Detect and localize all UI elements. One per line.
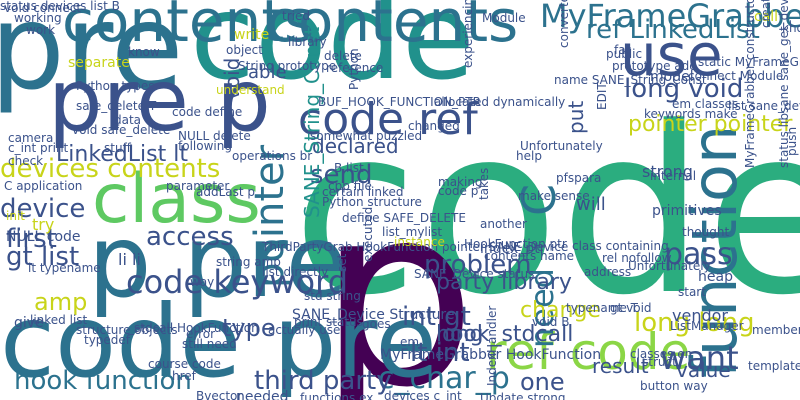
cloud-word: static MyFrameGrabber [698, 56, 800, 68]
cloud-word: understand [216, 84, 285, 96]
cloud-word: em [400, 336, 419, 348]
cloud-word: separate [68, 56, 130, 70]
cloud-word: check [8, 155, 43, 167]
cloud-word: devices c_int [384, 390, 462, 400]
cloud-word: library [288, 36, 327, 48]
cloud-word: object [226, 44, 263, 56]
cloud-word: somewhat puzzled [310, 130, 422, 142]
cloud-word: internal [650, 170, 696, 182]
cloud-word: SANE_Device status [414, 268, 534, 280]
cloud-word: needed [236, 390, 289, 400]
cloud-word: code define [172, 106, 242, 118]
cloud-word: C application [4, 180, 82, 192]
cloud-word: stuff [104, 142, 131, 154]
cloud-word: heap [698, 270, 733, 284]
cloud-word: rel nofollow [602, 252, 672, 264]
cloud-word: hook function [14, 368, 192, 394]
cloud-word: experiencing [462, 0, 474, 68]
cloud-word: help [516, 150, 542, 162]
cloud-word: work [26, 24, 55, 36]
cloud-word: ListManager [670, 320, 744, 332]
cloud-word: value [676, 360, 731, 380]
cloud-word: data [114, 114, 141, 126]
cloud-word: takes [478, 168, 490, 200]
cloud-word: write [234, 28, 269, 42]
cloud-word: Python types [76, 80, 154, 92]
cloud-word: button way [640, 380, 708, 392]
cloud-word: still need [182, 338, 237, 350]
cloud-word: create [760, 0, 772, 28]
cloud-word: primitives [652, 204, 722, 218]
cloud-word: struct [642, 356, 677, 368]
cloud-word: make sense [518, 190, 590, 202]
cloud-word: B list [334, 162, 364, 174]
cloud-word: typename T [566, 302, 638, 314]
cloud-word: li li [118, 252, 141, 268]
cloud-word: know [128, 46, 160, 58]
cloud-word: SANE_String_Const [302, 27, 322, 218]
cloud-word: working [14, 12, 62, 24]
cloud-word: address [584, 266, 631, 278]
cloud-word: list_mylist [382, 226, 442, 238]
cloud-word: changed [408, 120, 460, 132]
cloud-word: string amp [216, 256, 281, 268]
cloud-word: keywords make [644, 108, 738, 120]
cloud-word: set [336, 254, 348, 272]
cloud-word: operations br [232, 150, 312, 162]
cloud-word: MyFrameGrabber constructor [744, 0, 756, 168]
cloud-word: addLast p [196, 186, 255, 198]
cloud-word: start [678, 286, 706, 298]
cloud-word: list sane_devices [728, 100, 800, 112]
cloud-word: linked list [30, 314, 87, 326]
cloud-word: far [614, 44, 631, 56]
cloud-word: init [6, 210, 25, 222]
cloud-word: put [566, 101, 586, 134]
cloud-word: executed [362, 207, 374, 262]
cloud-word: prototype add [612, 60, 697, 72]
cloud-word: HookFunction ptr [464, 238, 567, 250]
cloud-word: camera [8, 132, 53, 144]
cloud-word: IndexHandler [486, 306, 498, 386]
cloud-word: access [146, 224, 234, 250]
cloud-word: converted [558, 0, 570, 48]
cloud-word: Module [482, 12, 526, 24]
cloud-word: Update strong [480, 392, 565, 400]
cloud-word: way [190, 276, 214, 288]
cloud-word: template T [748, 360, 800, 372]
cloud-word: thought [682, 226, 729, 238]
cloud-word: href [172, 370, 196, 382]
cloud-word: void B [532, 316, 569, 328]
cloud-word: another [480, 218, 527, 230]
cloud-word: Bvector [196, 390, 242, 400]
cloud-word: status devices list B [0, 0, 120, 12]
cloud-word: cpp file [328, 180, 372, 192]
cloud-word: Python [348, 48, 360, 90]
cloud-word: tried [282, 10, 310, 22]
cloud-word: allocated dynamically [434, 96, 565, 108]
cloud-word: following [178, 140, 232, 152]
cloud-word: push [786, 127, 798, 156]
cloud-word: knowledge [782, 22, 800, 34]
cloud-word: lt typename [28, 262, 101, 274]
cloud-word: member [752, 324, 800, 336]
cloud-word: safe_delete T [76, 100, 156, 112]
cloud-word: actually use [268, 324, 340, 336]
cloud-word: pfspara [556, 172, 601, 184]
cloud-word: try [32, 217, 54, 233]
cloud-word: name SANE_String_Const [554, 74, 707, 86]
cloud-word: String prototype [238, 60, 336, 72]
cloud-word: making [438, 176, 483, 188]
cloud-word: goes [362, 318, 391, 330]
cloud-word: functions ex [300, 392, 373, 400]
cloud-word: amp [34, 290, 87, 314]
cloud-word: EDIT [596, 82, 608, 110]
cloud-word: ref LinkedList [586, 17, 760, 43]
cloud-word: std string [304, 290, 361, 302]
